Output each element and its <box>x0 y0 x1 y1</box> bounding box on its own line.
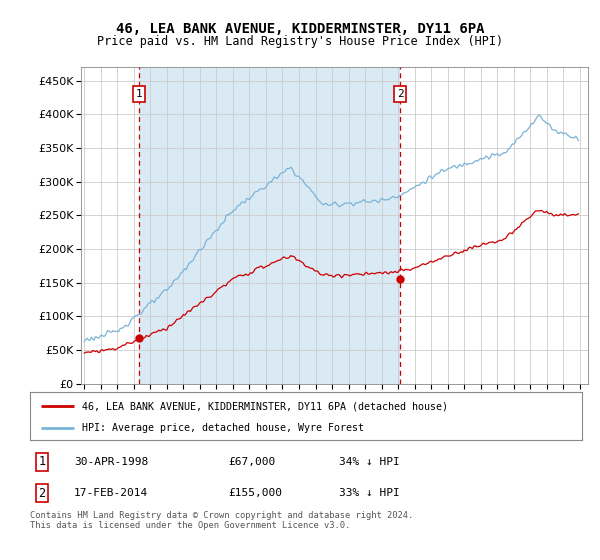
Text: Contains HM Land Registry data © Crown copyright and database right 2024.
This d: Contains HM Land Registry data © Crown c… <box>30 511 413 530</box>
Text: 34% ↓ HPI: 34% ↓ HPI <box>339 456 400 466</box>
Text: £67,000: £67,000 <box>229 456 276 466</box>
Text: 2: 2 <box>397 89 403 99</box>
Text: 2: 2 <box>38 487 46 500</box>
Bar <box>81 67 139 384</box>
Bar <box>400 67 588 384</box>
Bar <box>139 67 400 384</box>
Text: 17-FEB-2014: 17-FEB-2014 <box>74 488 148 498</box>
Text: 46, LEA BANK AVENUE, KIDDERMINSTER, DY11 6PA (detached house): 46, LEA BANK AVENUE, KIDDERMINSTER, DY11… <box>82 402 448 411</box>
Text: 1: 1 <box>136 89 143 99</box>
Text: 1: 1 <box>38 455 46 468</box>
Text: 46, LEA BANK AVENUE, KIDDERMINSTER, DY11 6PA: 46, LEA BANK AVENUE, KIDDERMINSTER, DY11… <box>116 22 484 36</box>
Text: HPI: Average price, detached house, Wyre Forest: HPI: Average price, detached house, Wyre… <box>82 423 364 433</box>
Text: Price paid vs. HM Land Registry's House Price Index (HPI): Price paid vs. HM Land Registry's House … <box>97 35 503 48</box>
Text: £155,000: £155,000 <box>229 488 283 498</box>
Text: 33% ↓ HPI: 33% ↓ HPI <box>339 488 400 498</box>
Text: 30-APR-1998: 30-APR-1998 <box>74 456 148 466</box>
